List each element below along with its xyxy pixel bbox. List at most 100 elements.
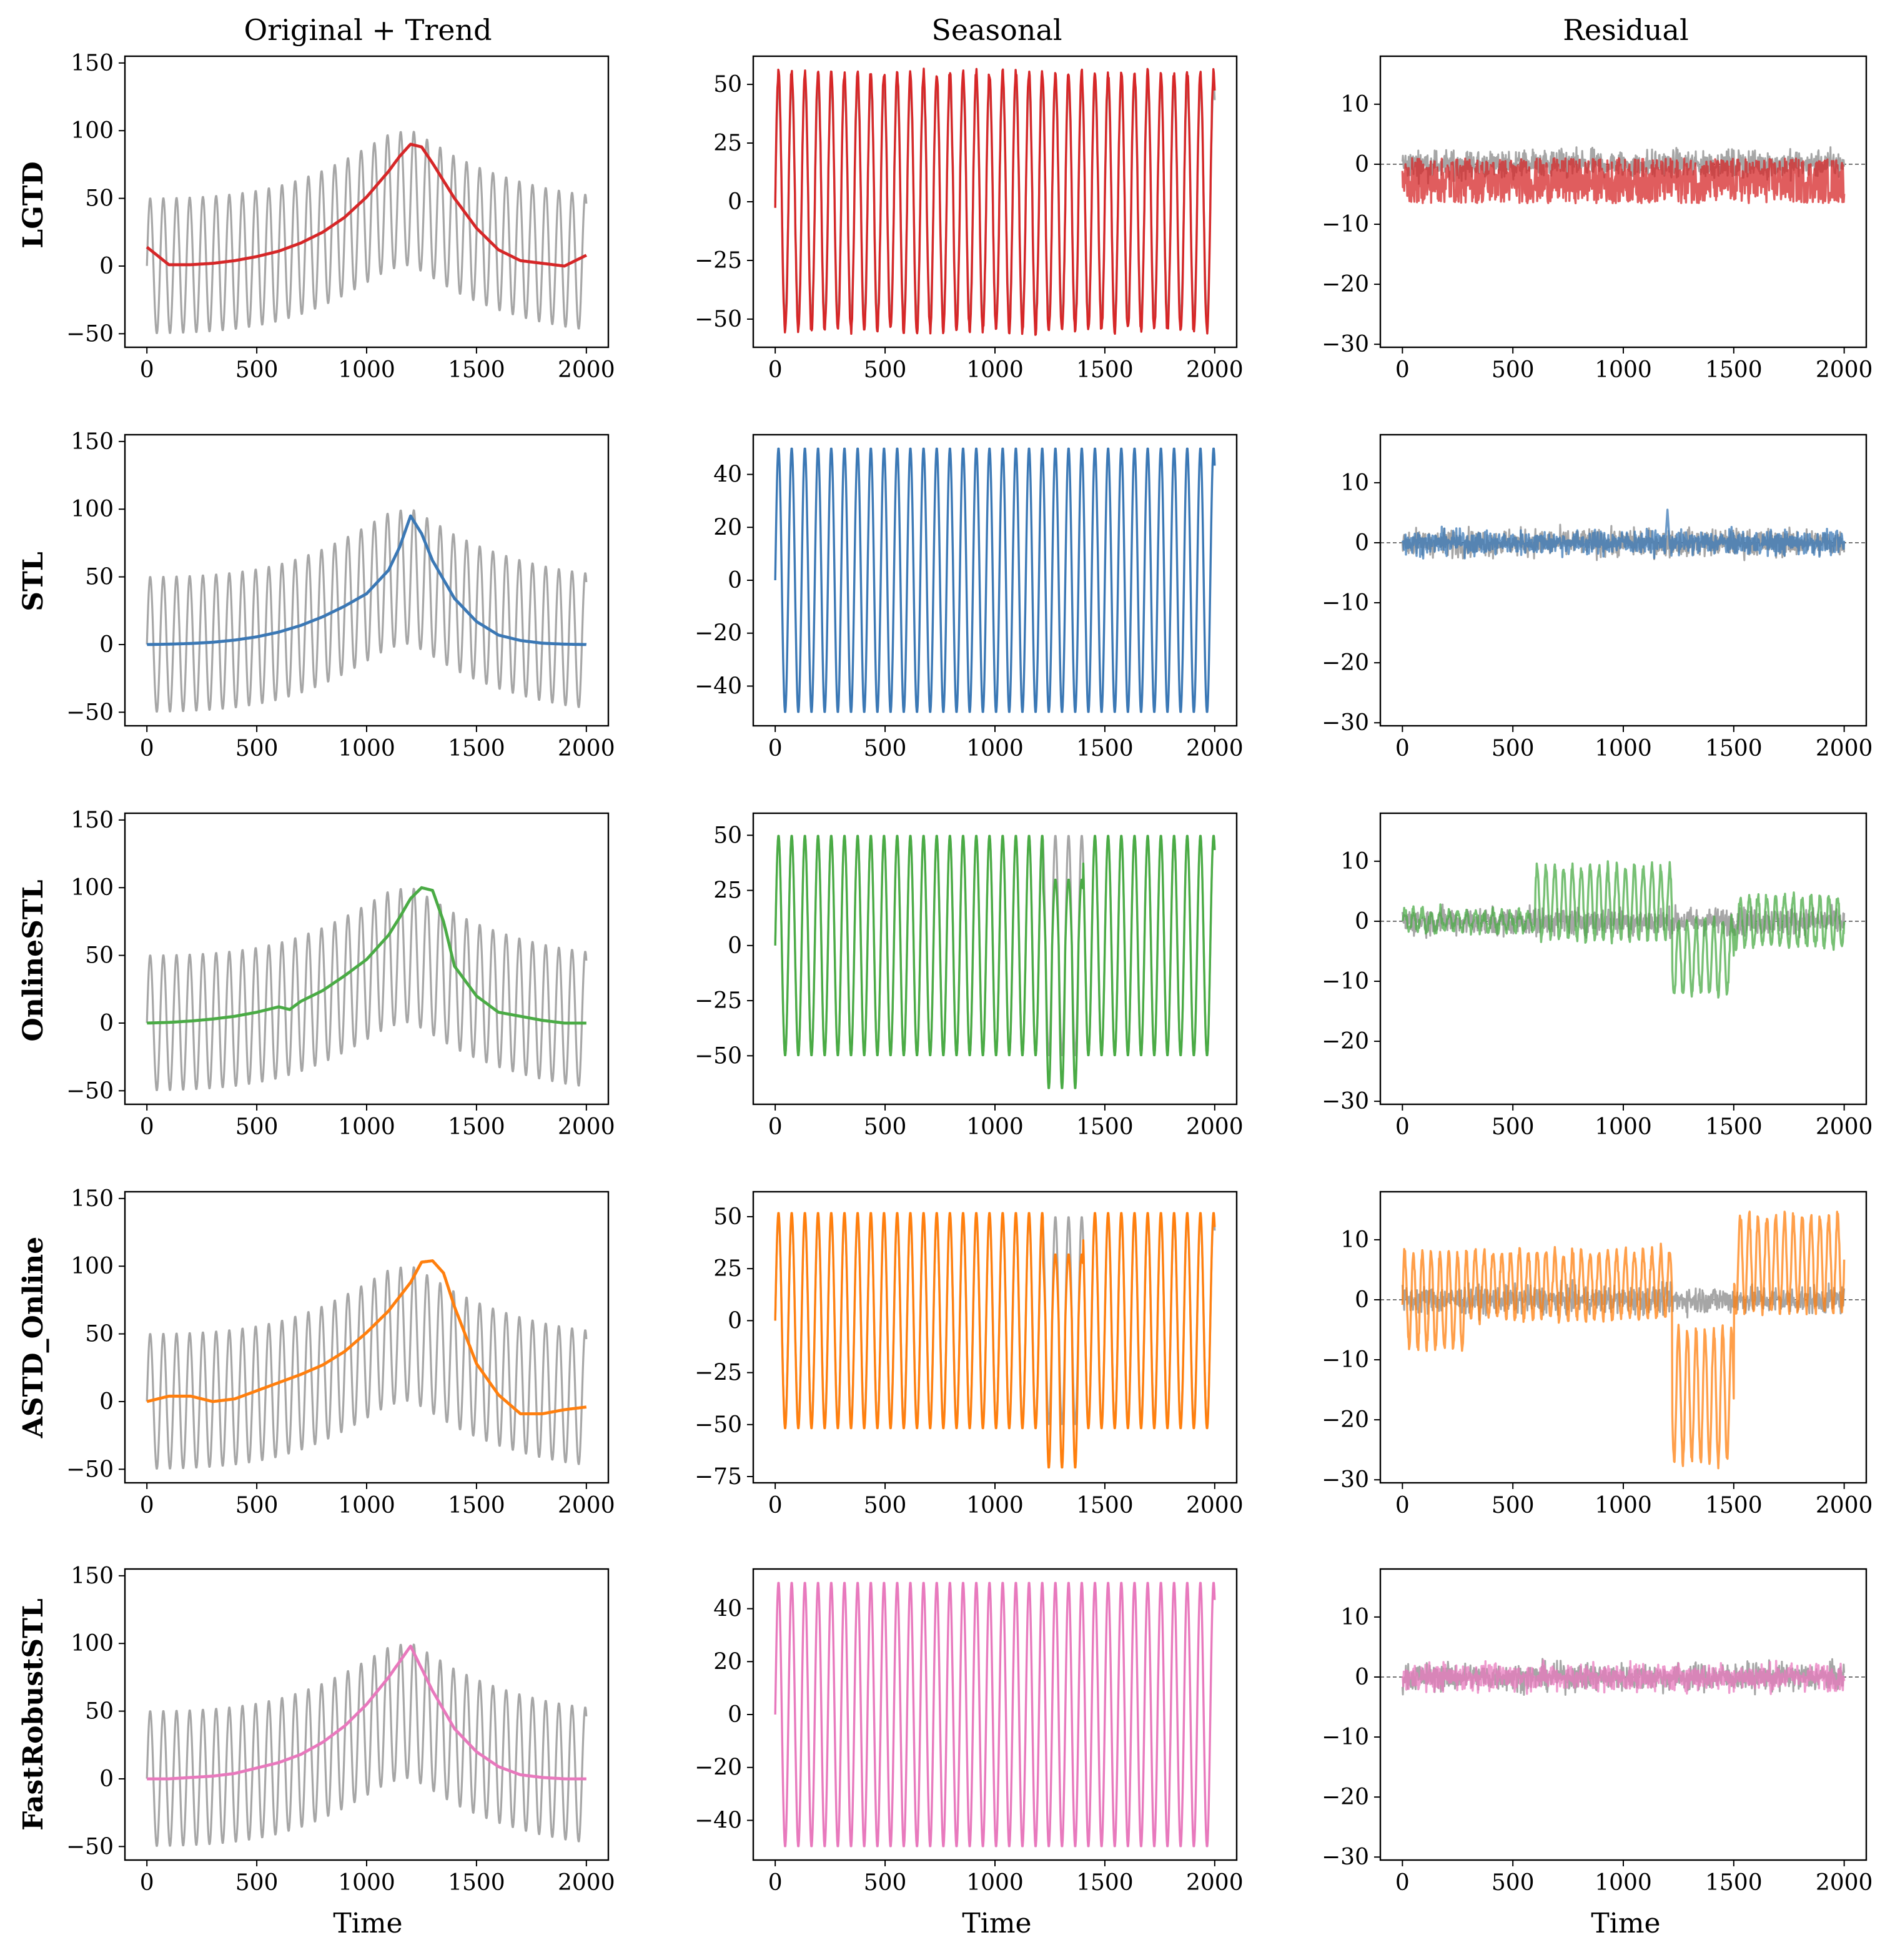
x-tick-label: 2000 (1816, 357, 1873, 383)
y-tick-label: −10 (1322, 590, 1369, 616)
column-title-original-trend: Original + Trend (244, 13, 492, 47)
x-tick-label: 0 (140, 1870, 154, 1896)
panel-lgtd-seasonal: 0 500 1000 1500 2000 −50 −25 0 25 50 (695, 55, 1244, 383)
column-titles: Original + Trend Seasonal Residual (244, 13, 1688, 47)
x-tick-label: 2000 (1186, 1114, 1244, 1140)
x-tick-label: 0 (140, 1493, 154, 1518)
x-tick-label: 0 (140, 1114, 154, 1140)
plot-area (1380, 146, 1866, 204)
y-tick-label: 0 (728, 568, 742, 593)
x-tick-label: 0 (1395, 1870, 1410, 1896)
x-tick-label: 1000 (1595, 1114, 1652, 1140)
y-tick-label: 10 (1340, 1227, 1369, 1253)
y-tick-label: 50 (85, 1322, 114, 1347)
y-tick-label: −30 (1322, 1467, 1369, 1493)
y-tick-label: 0 (99, 1389, 114, 1415)
y-tick-label: −25 (695, 248, 742, 274)
column-title-residual: Residual (1563, 13, 1688, 47)
x-tick-label: 1000 (1595, 357, 1652, 383)
row-label-onlinestl: OnlineSTL (17, 879, 49, 1041)
x-tick-label: 1000 (338, 1114, 395, 1140)
x-tick-label: 2000 (558, 1114, 615, 1140)
series-trend-line (146, 1645, 588, 1781)
series-component-line (1401, 508, 1846, 560)
series-component-line (1401, 157, 1846, 204)
y-tick-label: −20 (695, 621, 742, 646)
plot-area (774, 447, 1216, 713)
x-tick-label: 500 (1492, 736, 1535, 761)
y-tick-label: −50 (66, 1078, 114, 1104)
y-tick-label: 50 (713, 823, 742, 848)
y-tick-label: −10 (1322, 1347, 1369, 1373)
y-tick-label: 40 (713, 462, 742, 488)
x-tick-label: 0 (768, 1493, 783, 1518)
x-tick-label: 0 (768, 357, 783, 383)
series-trend-line (146, 886, 588, 1025)
series-component-line (1402, 860, 1846, 999)
series-original-line (146, 1643, 588, 1847)
column-title-seasonal: Seasonal (931, 13, 1062, 47)
panel-stl-original-trend: 0 500 1000 1500 2000 −50 0 50 100 150 (66, 429, 615, 761)
y-tick-label: −30 (1322, 710, 1369, 736)
panel-stl-residual: 0 500 1000 1500 2000 −30 −20 −10 0 10 (1322, 433, 1873, 761)
x-axis-label-col2: Time (962, 1908, 1031, 1939)
panel-lgtd-residual: 0 500 1000 1500 2000 −30 −20 −10 0 10 (1322, 55, 1873, 383)
plot-area (146, 886, 588, 1091)
x-tick-label: 2000 (558, 357, 615, 383)
x-axis-label-col1: Time (333, 1908, 402, 1939)
x-tick-label: 1000 (966, 357, 1024, 383)
y-tick-label: 10 (1340, 1605, 1369, 1630)
y-tick-label: −40 (695, 1808, 742, 1833)
series-original-line (146, 131, 588, 334)
x-tick-label: 1500 (1076, 1114, 1134, 1140)
y-tick-label: 150 (71, 1186, 114, 1212)
plot-area (774, 1212, 1216, 1469)
x-tick-label: 1500 (1076, 736, 1134, 761)
y-tick-label: −50 (695, 307, 742, 332)
x-tick-label: 1500 (448, 736, 505, 761)
y-tick-label: −20 (1322, 1784, 1369, 1810)
x-tick-label: 2000 (1816, 1870, 1873, 1896)
y-tick-label: −20 (1322, 650, 1369, 676)
row-label-stl: STL (17, 552, 49, 611)
x-tick-label: 500 (864, 1114, 907, 1140)
panel-fastrobuststl-seasonal: 0 500 1000 1500 2000 −40 −20 0 20 40 (695, 1568, 1244, 1896)
y-tick-label: −50 (695, 1043, 742, 1069)
y-tick-label: 50 (85, 565, 114, 590)
x-tick-label: 1000 (338, 736, 395, 761)
x-tick-label: 500 (235, 357, 279, 383)
x-tick-label: 1500 (448, 1114, 505, 1140)
y-tick-label: 10 (1340, 470, 1369, 496)
x-tick-label: 2000 (1186, 1493, 1244, 1518)
plot-area (1380, 1210, 1866, 1470)
x-tick-label: 0 (1395, 736, 1410, 761)
plot-area (146, 509, 588, 713)
y-tick-label: 100 (71, 1631, 114, 1656)
x-tick-label: 1000 (966, 1493, 1024, 1518)
x-tick-label: 2000 (558, 736, 615, 761)
series-trend-line (146, 142, 588, 268)
x-tick-label: 1500 (1705, 357, 1763, 383)
y-tick-label: −50 (66, 321, 114, 347)
series-trend-line (146, 514, 588, 646)
y-tick-label: 0 (99, 1766, 114, 1792)
plot-area (146, 131, 588, 334)
y-tick-label: 50 (85, 1699, 114, 1725)
x-tick-label: 0 (140, 357, 154, 383)
series-component-line (774, 834, 1216, 1089)
series-original-line (146, 888, 588, 1091)
x-tick-label: 500 (1492, 1493, 1535, 1518)
y-tick-label: −40 (695, 673, 742, 699)
y-tick-label: 0 (1355, 1287, 1369, 1313)
y-tick-label: 0 (728, 1308, 742, 1334)
panel-astd-online-seasonal: 0 500 1000 1500 2000 −75 −50 −25 0 25 50 (695, 1190, 1244, 1518)
y-tick-label: 150 (71, 808, 114, 833)
plot-area (774, 1581, 1216, 1848)
y-tick-label: 0 (1355, 909, 1369, 934)
y-tick-label: 25 (713, 131, 742, 156)
x-tick-label: 1500 (448, 1870, 505, 1896)
y-tick-label: −25 (695, 988, 742, 1014)
y-tick-label: 50 (85, 943, 114, 969)
y-tick-label: 20 (713, 515, 742, 540)
